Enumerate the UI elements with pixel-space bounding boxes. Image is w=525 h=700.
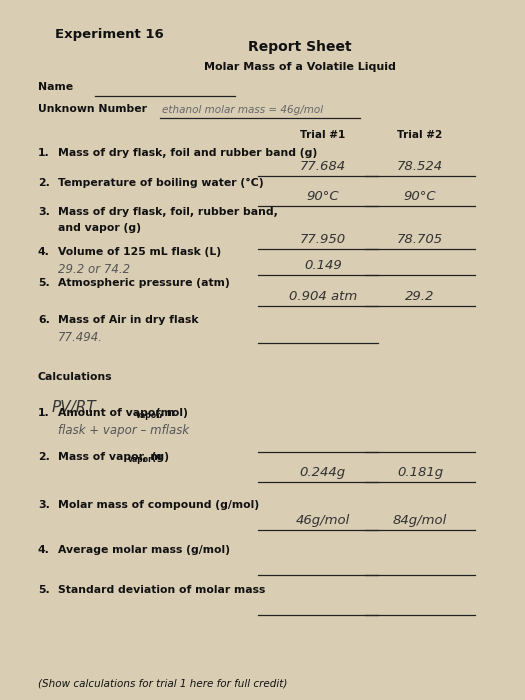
Text: 77.494.: 77.494.: [58, 331, 103, 344]
Text: Unknown Number: Unknown Number: [38, 104, 147, 114]
Text: 78.524: 78.524: [397, 160, 443, 173]
Text: Mass of vapor, m: Mass of vapor, m: [58, 452, 162, 462]
Text: 29.2: 29.2: [405, 290, 435, 303]
Text: 46g/mol: 46g/mol: [296, 514, 350, 527]
Text: 5.: 5.: [38, 278, 50, 288]
Text: Temperature of boiling water (°C): Temperature of boiling water (°C): [58, 178, 264, 188]
Text: Trial #1: Trial #1: [300, 130, 345, 140]
Text: 77.950: 77.950: [300, 233, 346, 246]
Text: Report Sheet: Report Sheet: [248, 40, 352, 54]
Text: 84g/mol: 84g/mol: [393, 514, 447, 527]
Text: 0.181g: 0.181g: [397, 466, 443, 479]
Text: 78.705: 78.705: [397, 233, 443, 246]
Text: Calculations: Calculations: [38, 372, 113, 382]
Text: 2.: 2.: [38, 178, 50, 188]
Text: 4.: 4.: [38, 247, 50, 257]
Text: (g): (g): [144, 452, 169, 462]
Text: ethanol molar mass = 46g/mol: ethanol molar mass = 46g/mol: [162, 105, 323, 115]
Text: Molar mass of compound (g/mol): Molar mass of compound (g/mol): [58, 500, 259, 510]
Text: 2.: 2.: [38, 452, 50, 462]
Text: Mass of dry flask, foil, rubber band,: Mass of dry flask, foil, rubber band,: [58, 207, 278, 217]
Text: 90°C: 90°C: [307, 190, 339, 203]
Text: (mol): (mol): [152, 408, 188, 418]
Text: Amount of vapor, n: Amount of vapor, n: [58, 408, 175, 418]
Text: 1.: 1.: [38, 408, 50, 418]
Text: 1.: 1.: [38, 148, 50, 158]
Text: Mass of Air in dry flask: Mass of Air in dry flask: [58, 315, 198, 325]
Text: Volume of 125 mL flask (L): Volume of 125 mL flask (L): [58, 247, 221, 257]
Text: 90°C: 90°C: [404, 190, 436, 203]
Text: Experiment 16: Experiment 16: [55, 28, 164, 41]
Text: 29.2 or 74.2: 29.2 or 74.2: [58, 263, 130, 276]
Text: 77.684: 77.684: [300, 160, 346, 173]
Text: 4.: 4.: [38, 545, 50, 555]
Text: 3.: 3.: [38, 207, 50, 217]
Text: Trial #2: Trial #2: [397, 130, 443, 140]
Text: vapor: vapor: [136, 411, 161, 420]
Text: Atmospheric pressure (atm): Atmospheric pressure (atm): [58, 278, 230, 288]
Text: Molar Mass of a Volatile Liquid: Molar Mass of a Volatile Liquid: [204, 62, 396, 72]
Text: 3.: 3.: [38, 500, 50, 510]
Text: 0.244g: 0.244g: [300, 466, 346, 479]
Text: Average molar mass (g/mol): Average molar mass (g/mol): [58, 545, 230, 555]
Text: and vapor (g): and vapor (g): [58, 223, 141, 233]
Text: PV/RT: PV/RT: [52, 400, 97, 415]
Text: vapor: vapor: [128, 455, 152, 464]
Text: Standard deviation of molar mass: Standard deviation of molar mass: [58, 585, 265, 595]
Text: flask + vapor – mflask: flask + vapor – mflask: [58, 424, 189, 437]
Text: 0.904 atm: 0.904 atm: [289, 290, 357, 303]
Text: 6.: 6.: [38, 315, 50, 325]
Text: 5.: 5.: [38, 585, 50, 595]
Text: Name: Name: [38, 82, 73, 92]
Text: (Show calculations for trial 1 here for full credit): (Show calculations for trial 1 here for …: [38, 678, 287, 688]
Text: Mass of dry flask, foil and rubber band (g): Mass of dry flask, foil and rubber band …: [58, 148, 317, 158]
Text: 0.149: 0.149: [304, 259, 342, 272]
